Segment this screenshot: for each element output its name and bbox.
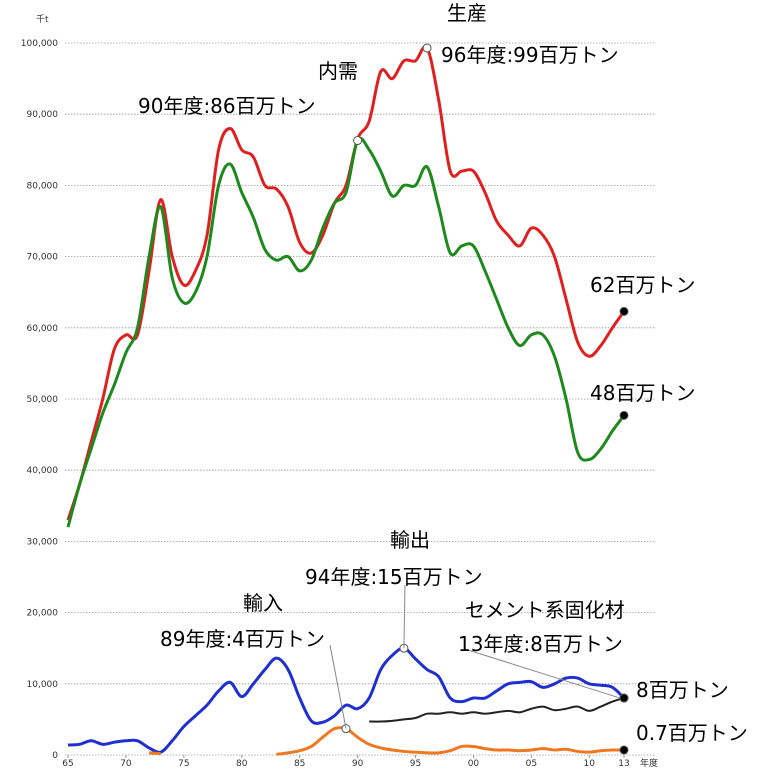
annotation: 8百万トン: [636, 678, 729, 702]
y-tick-label: 20,000: [27, 609, 59, 619]
y-tick-label: 0: [52, 751, 58, 761]
x-tick-label: 00: [468, 759, 480, 769]
series-line: [66, 45, 626, 521]
annotation: 13年度:8百万トン: [458, 632, 623, 656]
leader-line: [329, 644, 347, 729]
y-tick-label: 40,000: [27, 466, 59, 476]
leader-line: [403, 584, 406, 649]
annotation: 62百万トン: [590, 273, 695, 297]
y-tick-label: 90,000: [27, 110, 59, 120]
y-tick-label: 30,000: [27, 537, 59, 547]
x-tick-label: 65: [62, 759, 73, 769]
series-line: [67, 646, 626, 754]
series-label: 生産: [447, 1, 487, 25]
annotation: 89年度:4百万トン: [160, 627, 325, 651]
annotation: 94年度:15百万トン: [305, 565, 483, 589]
x-tick-label: 10: [584, 759, 596, 769]
series-line: [148, 751, 161, 756]
point-marker: [619, 745, 629, 755]
y-tick-label: 80,000: [27, 181, 59, 191]
annotation: 48百万トン: [590, 381, 695, 405]
x-tick-label: 90: [352, 759, 364, 769]
x-tick-label: 95: [410, 759, 421, 769]
x-tick-label: 75: [178, 759, 189, 769]
x-tick-label: 85: [294, 759, 305, 769]
x-tick-label: 05: [526, 759, 537, 769]
series-line: [369, 697, 625, 723]
y-axis-label: 千t: [36, 14, 49, 25]
y-tick-label: 50,000: [27, 395, 59, 405]
point-marker: [353, 136, 363, 146]
x-tick-label: 13: [618, 759, 629, 769]
y-tick-label: 100,000: [21, 39, 58, 49]
x-tick-label: 70: [120, 759, 132, 769]
series-label: 輸出: [390, 528, 430, 552]
series-label: 内需: [318, 59, 358, 83]
grid: 0 10,000 20,000 30,000 40,000 50,000 60,000 70,…: [21, 39, 655, 769]
point-marker: [619, 410, 629, 420]
y-tick-label: 70,000: [27, 253, 59, 263]
series-line: [276, 726, 625, 756]
point-marker: [422, 43, 432, 53]
x-axis-label: 年度: [640, 757, 658, 769]
lines: [66, 43, 629, 756]
annotation: 0.7百万トン: [636, 721, 748, 745]
series-line: [66, 136, 626, 528]
series-label: セメント系固化材: [465, 598, 625, 622]
annotation: 96年度:99百万トン: [441, 43, 619, 67]
y-tick-label: 10,000: [27, 680, 59, 690]
leader-line: [467, 649, 621, 699]
point-marker: [619, 693, 629, 703]
x-tick-label: 80: [236, 759, 248, 769]
series-label: 輸入: [243, 591, 283, 615]
point-marker: [619, 306, 629, 316]
y-tick-label: 60,000: [27, 324, 59, 334]
annotation: 90年度:86百万トン: [138, 94, 316, 118]
